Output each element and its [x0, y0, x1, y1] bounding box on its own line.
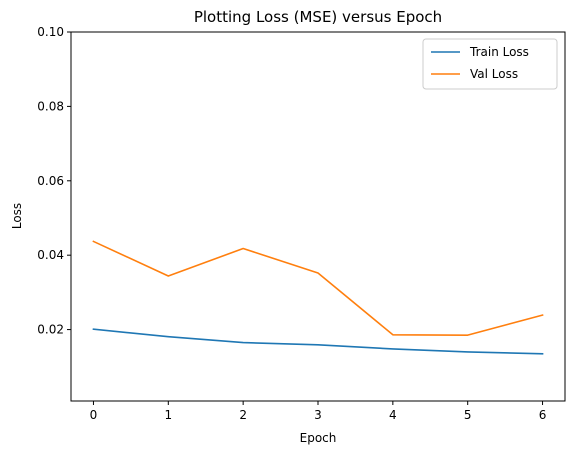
y-tick-label: 0.06 — [37, 174, 64, 188]
plot-area: 0 1 2 3 4 5 6 0.02 0.04 0.06 0.08 0.10 — [37, 25, 566, 422]
x-tick-label: 3 — [314, 408, 322, 422]
y-tick-label: 0.04 — [37, 248, 64, 262]
x-tick-label: 1 — [164, 408, 172, 422]
legend-label: Train Loss — [469, 45, 529, 59]
y-tick-label: 0.08 — [37, 99, 64, 113]
chart-title: Plotting Loss (MSE) versus Epoch — [194, 8, 442, 26]
x-axis-label: Epoch — [300, 431, 337, 445]
x-tick-label: 0 — [90, 408, 98, 422]
y-tick-label: 0.10 — [37, 25, 64, 39]
x-tick-label: 6 — [539, 408, 547, 422]
series-line-val-loss — [92, 240, 544, 336]
y-axis-ticks: 0.02 0.04 0.06 0.08 0.10 — [37, 25, 71, 337]
x-tick-label: 2 — [239, 408, 247, 422]
axes-frame — [70, 31, 566, 402]
legend: Train Loss Val Loss — [422, 38, 558, 90]
x-tick-label: 5 — [464, 408, 472, 422]
x-axis-ticks: 0 1 2 3 4 5 6 — [90, 401, 547, 422]
series-line-train-loss — [92, 328, 544, 355]
legend-label: Val Loss — [470, 67, 518, 81]
y-axis-label: Loss — [10, 203, 24, 229]
series-lines — [92, 240, 544, 355]
x-tick-label: 4 — [389, 408, 397, 422]
y-tick-label: 0.02 — [37, 323, 64, 337]
